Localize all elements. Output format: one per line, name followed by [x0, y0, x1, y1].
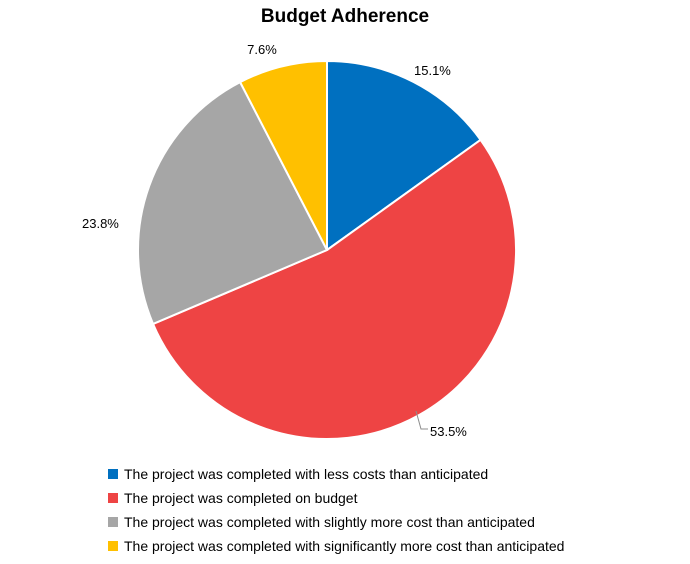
data-label-slightly-more: 23.8% — [82, 216, 119, 231]
data-labels: 15.1% 53.5% 23.8% 7.6% — [82, 42, 467, 439]
leader-line-on-budget — [415, 410, 428, 430]
legend-label: The project was completed with slightly … — [124, 514, 535, 530]
data-label-less-cost: 15.1% — [414, 63, 451, 78]
legend-swatch — [108, 469, 118, 479]
legend-swatch — [108, 517, 118, 527]
legend-label: The project was completed on budget — [124, 490, 358, 506]
slice-significantly-more — [238, 59, 328, 251]
data-label-on-budget: 53.5% — [430, 424, 467, 439]
legend-swatch — [108, 493, 118, 503]
chart-title: Budget Adherence — [260, 6, 430, 27]
leader-lines — [415, 410, 428, 430]
legend-item-slightly-more: The project was completed with slightly … — [108, 510, 564, 534]
slice-slightly-more — [137, 80, 329, 326]
legend-item-on-budget: The project was completed on budget — [108, 486, 564, 510]
data-label-significantly-more: 7.6% — [247, 42, 277, 57]
legend: The project was completed with less cost… — [108, 462, 564, 558]
legend-item-less-cost: The project was completed with less cost… — [108, 462, 564, 486]
slice-less-cost — [326, 59, 482, 252]
legend-swatch — [108, 541, 118, 551]
legend-label: The project was completed with less cost… — [124, 466, 489, 482]
slice-on-budget — [151, 138, 517, 440]
legend-label: The project was completed with significa… — [124, 538, 565, 554]
pie-slices — [137, 59, 517, 440]
legend-item-significantly-more: The project was completed with significa… — [108, 534, 564, 558]
pie-chart: 15.1% 53.5% 23.8% 7.6% — [82, 42, 517, 440]
